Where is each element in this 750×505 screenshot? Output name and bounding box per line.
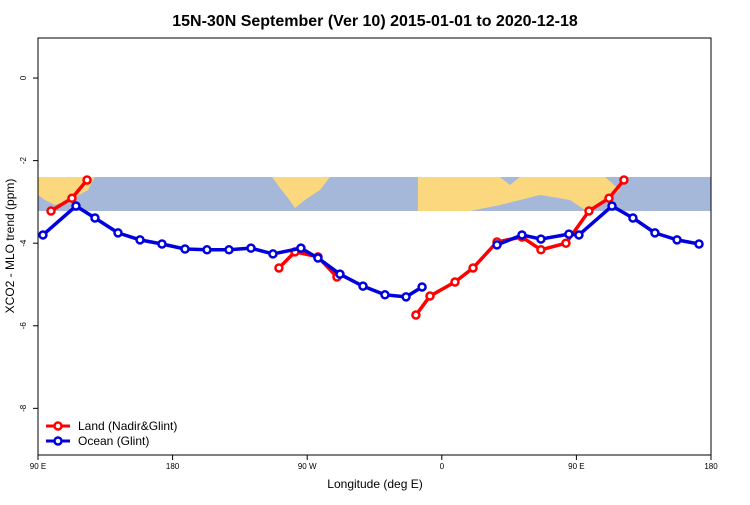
point bbox=[517, 230, 527, 240]
point bbox=[411, 310, 421, 320]
point bbox=[46, 206, 56, 216]
point bbox=[246, 243, 256, 253]
point bbox=[450, 277, 460, 287]
y-tick-label: 0 bbox=[19, 75, 28, 80]
point bbox=[417, 282, 427, 292]
point bbox=[82, 175, 92, 185]
series-line bbox=[41, 204, 700, 299]
point bbox=[492, 240, 502, 250]
x-tick-label: 90 E bbox=[30, 462, 46, 471]
point bbox=[650, 228, 660, 238]
point bbox=[694, 239, 704, 249]
x-tick-label: 0 bbox=[440, 462, 445, 471]
point bbox=[468, 263, 478, 273]
y-tick-label: -4 bbox=[19, 239, 28, 247]
point bbox=[180, 244, 190, 254]
land-shape bbox=[38, 177, 95, 205]
point bbox=[619, 175, 629, 185]
point bbox=[113, 228, 123, 238]
point bbox=[157, 239, 167, 249]
x-tick-label: 90 E bbox=[568, 462, 584, 471]
x-tick-label: 180 bbox=[166, 462, 180, 471]
legend-marker bbox=[53, 421, 63, 431]
chart-title: 15N-30N September (Ver 10) 2015-01-01 to… bbox=[172, 13, 578, 30]
point bbox=[564, 229, 574, 239]
point bbox=[274, 263, 284, 273]
point bbox=[268, 249, 278, 259]
point bbox=[202, 245, 212, 255]
point bbox=[358, 281, 368, 291]
legend: Land (Nadir&Glint)Ocean (Glint) bbox=[46, 419, 177, 448]
point bbox=[536, 245, 546, 255]
x-axis-label: Longitude (deg E) bbox=[327, 477, 422, 491]
point bbox=[607, 201, 617, 211]
y-tick-label: -8 bbox=[19, 404, 28, 412]
point bbox=[584, 206, 594, 216]
point bbox=[672, 235, 682, 245]
map-band bbox=[38, 177, 711, 211]
point bbox=[380, 290, 390, 300]
plot-frame bbox=[37, 37, 712, 456]
x-tick-label: 180 bbox=[704, 462, 718, 471]
point bbox=[67, 193, 77, 203]
point bbox=[296, 243, 306, 253]
point bbox=[135, 235, 145, 245]
point bbox=[628, 213, 638, 223]
point bbox=[425, 291, 435, 301]
point bbox=[38, 230, 48, 240]
point bbox=[401, 292, 411, 302]
point bbox=[224, 245, 234, 255]
point bbox=[71, 201, 81, 211]
point bbox=[90, 213, 100, 223]
land-shape bbox=[418, 177, 620, 211]
y-tick-label: -6 bbox=[19, 322, 28, 330]
y-axis-label: XCO2 - MLO trend (ppm) bbox=[3, 179, 17, 314]
legend-label: Ocean (Glint) bbox=[78, 434, 149, 448]
point bbox=[335, 269, 345, 279]
land-shape bbox=[272, 177, 330, 208]
y-tick-label: -2 bbox=[19, 157, 28, 165]
point bbox=[574, 230, 584, 240]
legend-label: Land (Nadir&Glint) bbox=[78, 419, 177, 433]
point bbox=[561, 238, 571, 248]
x-tick-label: 90 W bbox=[298, 462, 317, 471]
point bbox=[604, 193, 614, 203]
point bbox=[313, 253, 323, 263]
point bbox=[536, 234, 546, 244]
legend-marker bbox=[53, 436, 63, 446]
